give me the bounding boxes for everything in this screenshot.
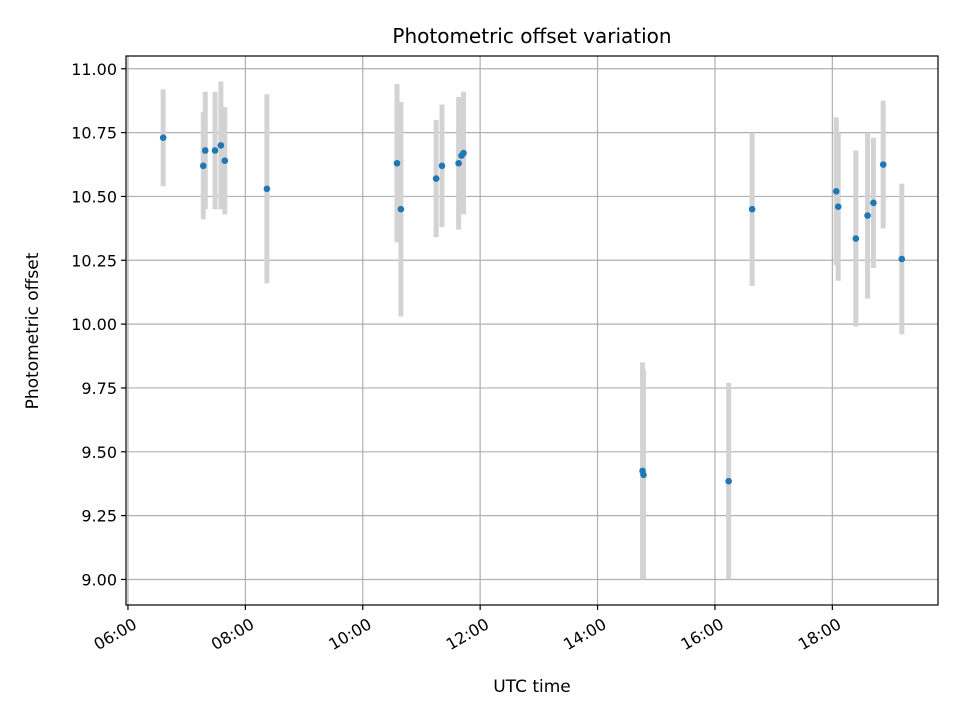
y-axis-ticks: 9.00 9.25 9.50 9.75 10.00 10.25 10.50 10.75 11.0… (71, 60, 126, 589)
y-tick-label: 10.50 (71, 187, 117, 206)
data-point (725, 477, 732, 485)
y-axis-label: Photometric offset (23, 252, 43, 409)
x-axis-label: UTC time (493, 677, 571, 697)
y-tick-label: 10.25 (71, 251, 117, 270)
grid-lines (126, 56, 938, 605)
y-tick-label: 9.25 (81, 507, 117, 526)
data-point (870, 199, 877, 207)
y-tick-label: 10.75 (71, 124, 117, 143)
data-point (263, 185, 271, 193)
data-point (159, 134, 167, 142)
data-point (438, 162, 446, 170)
y-tick-label: 9.50 (81, 443, 117, 462)
data-point (211, 147, 219, 154)
data-point (748, 205, 756, 213)
y-tick-label: 11.00 (71, 60, 117, 79)
data-point (460, 149, 467, 157)
y-tick-label: 9.75 (81, 379, 117, 398)
data-point (864, 212, 871, 219)
data-point (832, 188, 840, 195)
plot-frame (125, 55, 939, 606)
data-point (852, 235, 860, 242)
data-point (393, 159, 401, 167)
data-point (879, 161, 887, 168)
y-tick-label: 9.00 (81, 570, 117, 589)
chart-title: Photometric offset variation (392, 24, 671, 48)
data-point (834, 203, 842, 210)
data-point (455, 159, 462, 167)
data-points (159, 134, 906, 485)
data-point (199, 162, 207, 170)
data-point (397, 205, 405, 213)
data-point (217, 142, 225, 149)
data-point (221, 157, 229, 164)
data-point (898, 255, 906, 263)
data-point (201, 147, 209, 154)
data-point (432, 175, 440, 182)
y-tick-label: 10.00 (71, 315, 117, 334)
data-point (640, 471, 647, 479)
